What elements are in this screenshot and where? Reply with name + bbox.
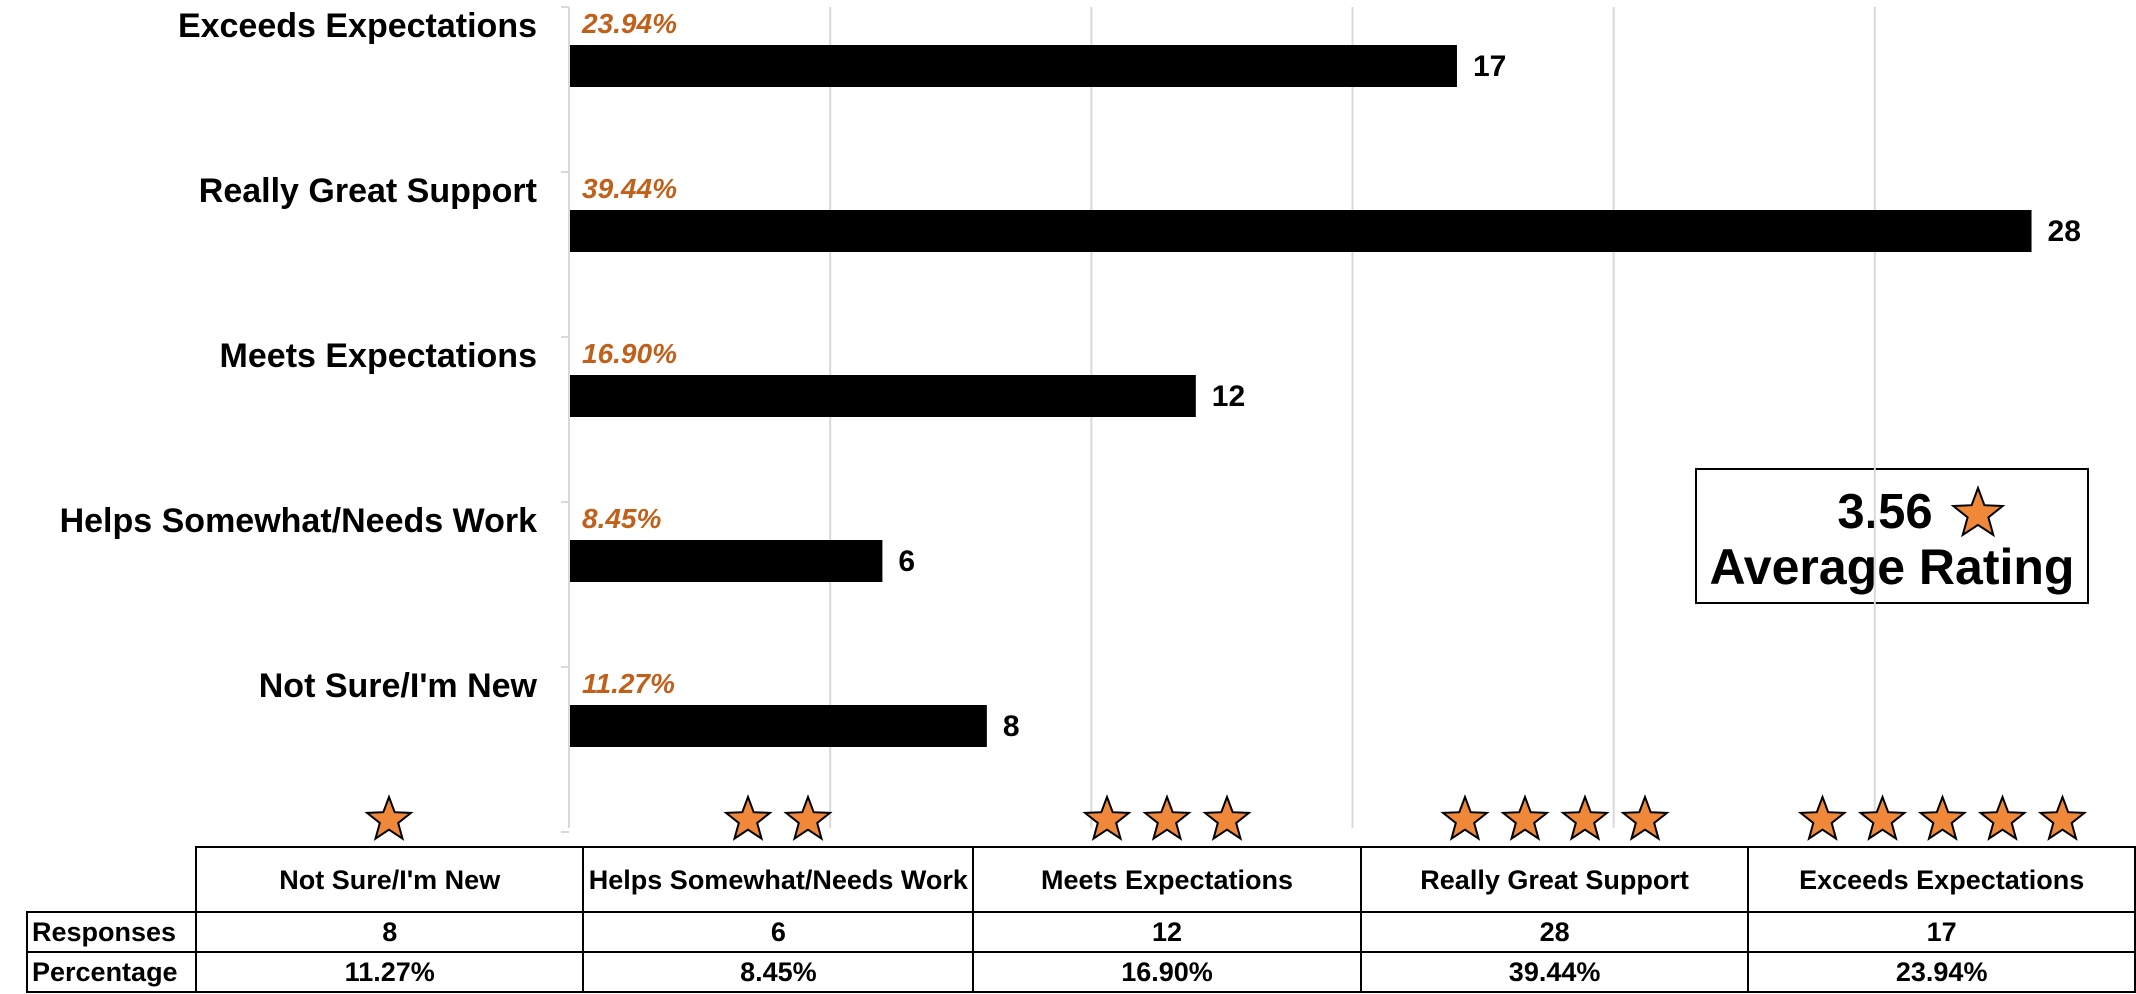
table-cell: 39.44%	[1359, 951, 1750, 993]
category-label: Exceeds Expectations	[178, 7, 537, 45]
average-value: 3.56	[1837, 485, 1932, 539]
bar	[569, 45, 1457, 87]
percentage-label: 8.45%	[582, 503, 661, 534]
category-label: Not Sure/I'm New	[259, 667, 538, 705]
column-header: Exceeds Expectations	[1747, 846, 2136, 913]
column-header: Helps Somewhat/Needs Work	[582, 846, 975, 913]
star-icon	[1440, 794, 1490, 841]
percentage-label: 16.90%	[582, 338, 677, 369]
star-icon	[1950, 485, 2006, 538]
column-header: Really Great Support	[1359, 846, 1750, 913]
table-row: Percentage 11.27% 8.45% 16.90% 39.44% 23.94%	[26, 951, 2136, 993]
value-label: 8	[1003, 710, 1020, 743]
column-header: Not Sure/I'm New	[194, 846, 585, 913]
category-label: Helps Somewhat/Needs Work	[60, 502, 537, 540]
star-icon	[1560, 794, 1610, 841]
star-icon	[1142, 794, 1192, 841]
star-icon	[1082, 794, 1132, 841]
star-icon	[1500, 794, 1550, 841]
bar	[569, 375, 1196, 417]
star-icon	[723, 794, 773, 841]
percentage-label: 11.27%	[582, 668, 675, 699]
category-label: Meets Expectations	[220, 337, 537, 375]
table-cell: 12	[972, 911, 1362, 953]
star-icon	[1202, 794, 1252, 841]
percentage-label: 23.94%	[581, 8, 677, 39]
value-label: 6	[898, 545, 915, 578]
table-cell: 16.90%	[972, 951, 1362, 993]
star-icon	[1917, 794, 1968, 841]
star-icon	[364, 794, 414, 841]
star-icon	[2037, 794, 2088, 841]
value-label: 12	[1212, 380, 1245, 413]
star-icon	[1977, 794, 2028, 841]
bar	[569, 705, 987, 747]
table-cell: 8	[194, 911, 585, 953]
blank-cell	[27, 847, 197, 913]
value-label: 28	[2048, 215, 2081, 248]
percentage-label: 39.44%	[582, 173, 677, 204]
bar	[569, 540, 883, 582]
table-cell: 28	[1359, 911, 1750, 953]
column-header: Meets Expectations	[972, 846, 1362, 913]
star-icon	[1857, 794, 1908, 841]
value-label: 17	[1473, 50, 1506, 83]
data-table: Not Sure/I'm New Helps Somewhat/Needs Wor…	[26, 846, 2136, 993]
star-icon	[1620, 794, 1670, 841]
average-label: Average Rating	[1710, 539, 2075, 595]
table-row: Responses 8 6 12 28 17	[26, 911, 2136, 953]
table-cell: 23.94%	[1747, 951, 2136, 993]
table-cell: 17	[1747, 911, 2136, 953]
star-icon	[1797, 794, 1848, 841]
average-box	[1695, 468, 2089, 604]
row-label: Responses	[26, 911, 197, 953]
row-label: Percentage	[26, 951, 197, 993]
bar	[569, 210, 2032, 252]
star-icon	[783, 794, 833, 841]
table-cell: 11.27%	[194, 951, 585, 993]
table-cell: 8.45%	[582, 951, 975, 993]
header-row: Not Sure/I'm New Helps Somewhat/Needs Wor…	[27, 846, 2136, 913]
table-cell: 6	[582, 911, 975, 953]
category-label: Really Great Support	[199, 172, 537, 210]
